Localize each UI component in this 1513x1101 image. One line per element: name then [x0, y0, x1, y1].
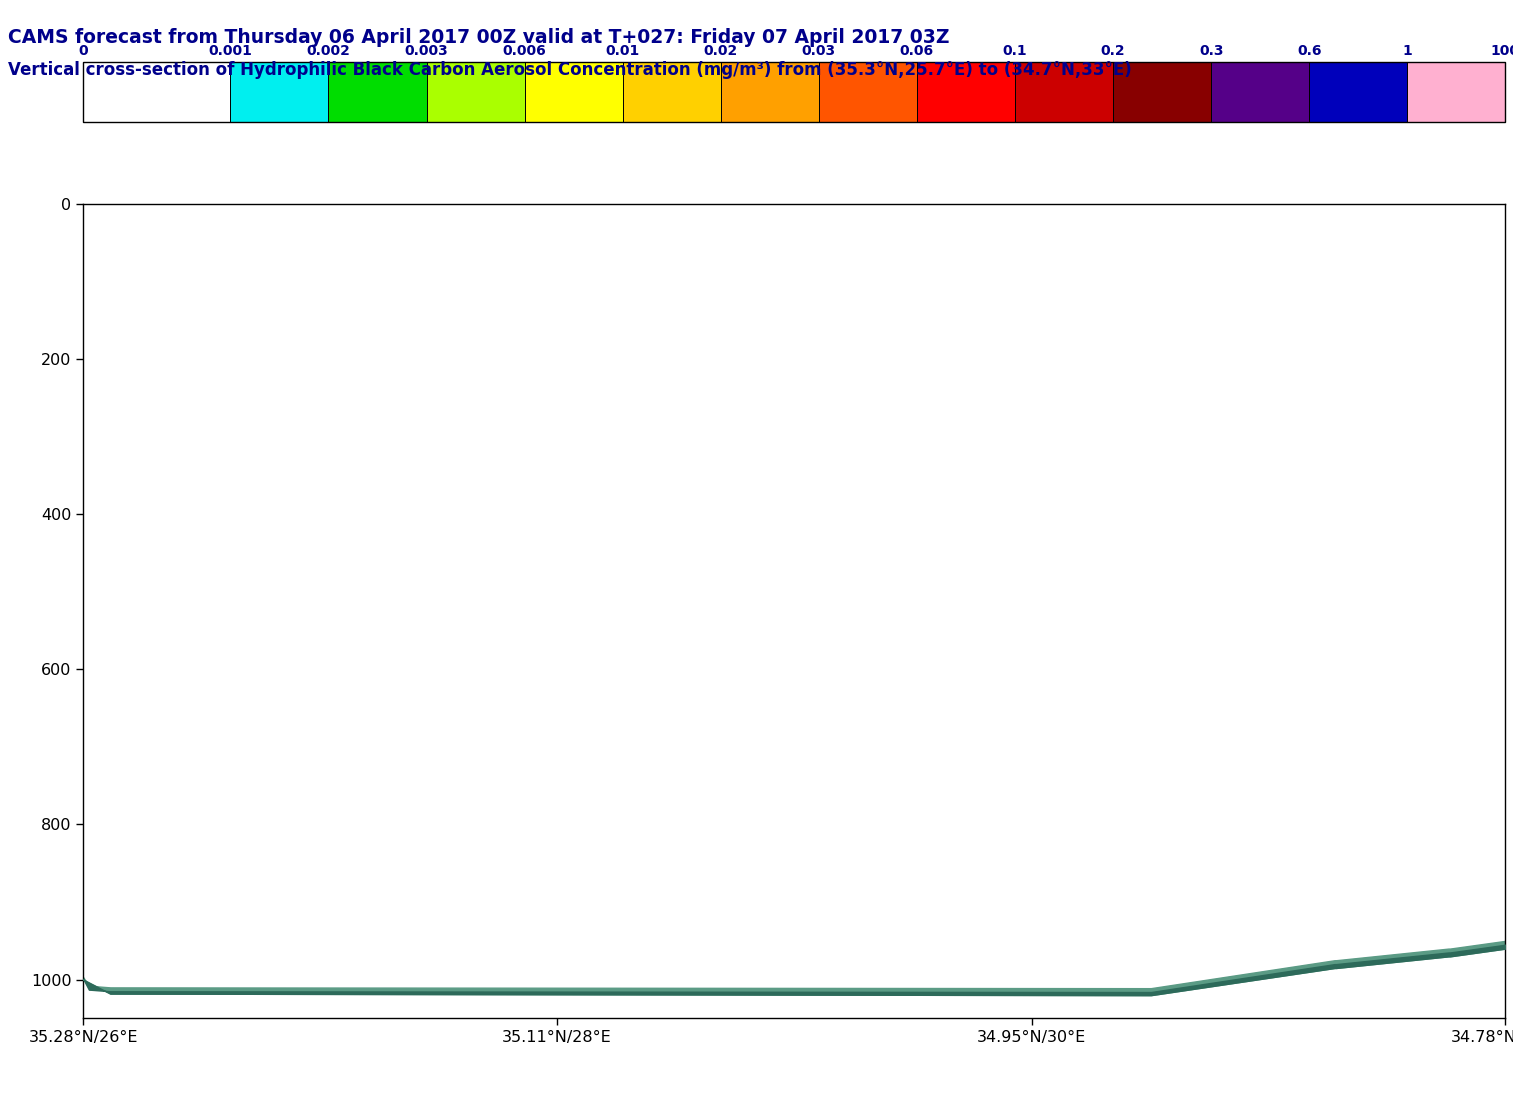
Bar	[819, 63, 917, 122]
Bar	[328, 63, 427, 122]
Bar	[917, 63, 1015, 122]
Text: CAMS forecast from Thursday 06 April 2017 00Z valid at T+027: Friday 07 April 20: CAMS forecast from Thursday 06 April 201…	[8, 28, 949, 46]
Text: 0.006: 0.006	[502, 44, 546, 57]
Bar	[1309, 63, 1407, 122]
Bar	[525, 63, 623, 122]
Text: 0.002: 0.002	[307, 44, 351, 57]
Text: 0.6: 0.6	[1297, 44, 1321, 57]
Bar	[1114, 63, 1212, 122]
Bar	[623, 63, 720, 122]
Text: 0.03: 0.03	[802, 44, 835, 57]
Text: 0.02: 0.02	[704, 44, 738, 57]
Bar	[230, 63, 328, 122]
Bar	[1212, 63, 1309, 122]
Text: 0.1: 0.1	[1003, 44, 1027, 57]
Bar	[83, 63, 1505, 122]
Bar	[720, 63, 819, 122]
Text: 0.06: 0.06	[900, 44, 934, 57]
Text: Vertical cross-section of Hydrophilic Black Carbon Aerosol Concentration (mg/m³): Vertical cross-section of Hydrophilic Bl…	[8, 61, 1132, 78]
Text: 100: 100	[1490, 44, 1513, 57]
Text: 0.001: 0.001	[209, 44, 253, 57]
Bar	[1015, 63, 1114, 122]
Text: 0: 0	[79, 44, 88, 57]
Text: 0.2: 0.2	[1101, 44, 1126, 57]
Text: 0.01: 0.01	[605, 44, 640, 57]
Bar	[427, 63, 525, 122]
Bar	[1407, 63, 1505, 122]
Text: 0.3: 0.3	[1198, 44, 1224, 57]
Text: 1: 1	[1403, 44, 1412, 57]
Text: 0.003: 0.003	[404, 44, 448, 57]
Bar	[83, 63, 230, 122]
